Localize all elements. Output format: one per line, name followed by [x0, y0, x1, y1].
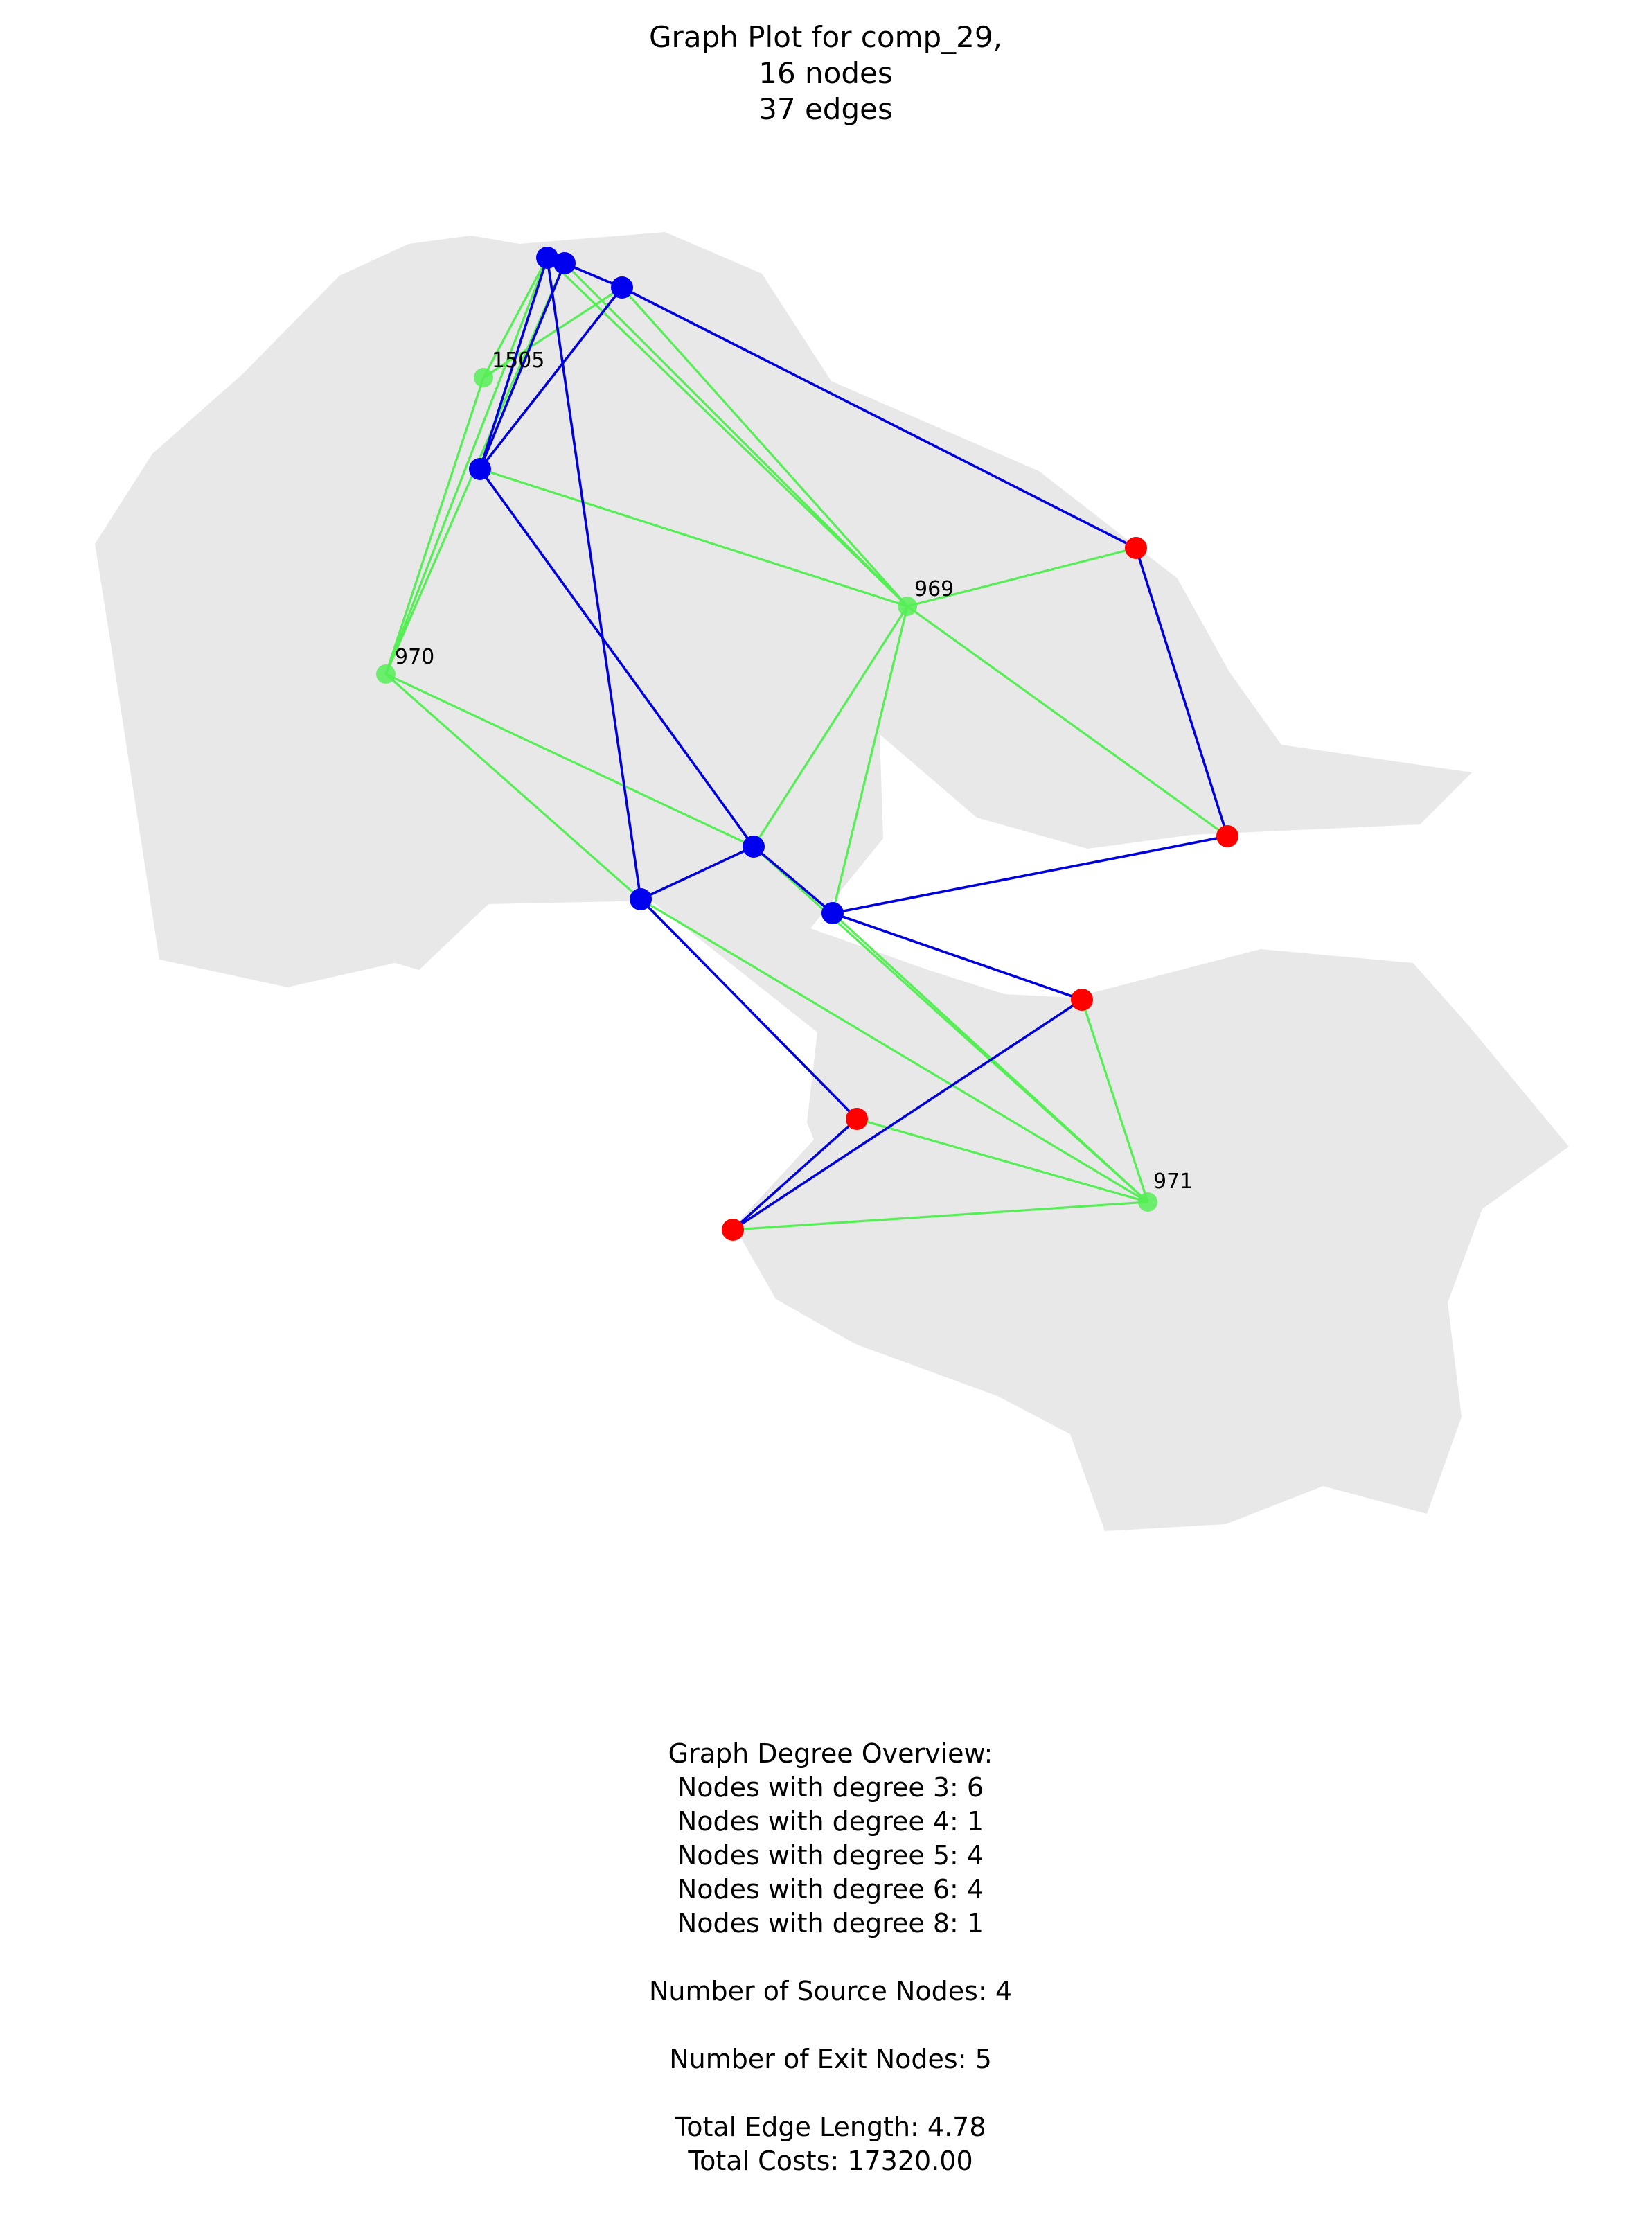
exit-edge-b3-g1505 — [483, 286, 623, 379]
exit-edge-b1-g970 — [384, 257, 549, 675]
exit-edge-r5-g971 — [732, 1201, 1148, 1231]
exit-edge-g969-b7 — [831, 606, 909, 914]
intermediate-node-971 — [1138, 1192, 1157, 1212]
source-node-b7 — [821, 902, 844, 924]
source-edge-b6-b7 — [752, 845, 834, 915]
node-label-971: 971 — [1153, 1169, 1193, 1194]
exit-edge-b3-g969 — [621, 286, 909, 608]
exit-edge-g970-b6 — [385, 673, 754, 848]
exit-node-r3 — [1071, 989, 1093, 1011]
source-edge-r4-r5 — [731, 1118, 858, 1231]
exit-edge-b1-g969 — [546, 256, 909, 608]
exit-edge-b7-g971 — [831, 912, 1149, 1203]
exit-node-r5 — [722, 1219, 744, 1241]
source-edge-b4-b6 — [479, 468, 755, 848]
summary-degree-5: Nodes with degree 5: 4 — [677, 1840, 984, 1871]
exit-node-r4 — [846, 1108, 868, 1130]
exit-edge-r4-g971 — [856, 1118, 1148, 1203]
degree-summary: Graph Degree Overview: Nodes with degree… — [649, 1738, 1012, 2176]
node-labels: 1505 969 970 971 — [395, 348, 1193, 1194]
source-edges — [479, 256, 1229, 1231]
source-edge-r3-r5 — [732, 998, 1083, 1231]
intermediate-node-1505 — [474, 368, 493, 387]
summary-degree-4: Nodes with degree 4: 1 — [677, 1806, 984, 1837]
graph-nodes — [376, 247, 1238, 1241]
source-node-b4 — [469, 458, 491, 480]
node-label-969: 969 — [914, 577, 954, 601]
source-edge-b5-r4 — [639, 898, 858, 1120]
source-node-b3 — [611, 276, 633, 299]
exit-edge-b5-g971 — [640, 898, 1148, 1203]
summary-total-costs: Total Costs: 17320.00 — [687, 2146, 972, 2176]
source-edge-r1-r2 — [1135, 547, 1229, 837]
exit-edge-g969-b6 — [752, 606, 909, 847]
source-edge-b7-r2 — [832, 835, 1228, 915]
source-node-b1 — [536, 247, 558, 269]
exit-edge-g970-b5 — [384, 673, 642, 901]
exit-edge-b4-g969 — [479, 468, 908, 608]
exit-edges — [384, 256, 1228, 1231]
exit-node-r1 — [1125, 537, 1147, 559]
source-node-b2 — [553, 252, 576, 274]
summary-degree-6: Nodes with degree 6: 4 — [677, 1874, 984, 1905]
summary-degree-3: Nodes with degree 3: 6 — [677, 1772, 984, 1803]
exit-edge-b1-g1505 — [482, 257, 549, 378]
exit-node-r2 — [1216, 825, 1238, 847]
summary-source-nodes: Number of Source Nodes: 4 — [649, 1976, 1012, 2006]
intermediate-node-970 — [376, 664, 396, 684]
exit-edge-r3-g971 — [1081, 999, 1149, 1203]
source-edge-b3-b4 — [479, 286, 623, 470]
source-edge-b1-b4 — [479, 257, 549, 470]
summary-total-edge-length: Total Edge Length: 4.78 — [674, 2112, 986, 2142]
node-label-1505: 1505 — [492, 348, 544, 373]
source-edge-b2-b4 — [479, 263, 566, 470]
intermediate-node-969 — [898, 597, 917, 616]
exit-edge-g1505-g970 — [384, 377, 485, 675]
summary-exit-nodes: Number of Exit Nodes: 5 — [669, 2044, 992, 2074]
source-edge-b7-r3 — [832, 912, 1083, 1001]
plot-title-line-3: 37 edges — [758, 92, 893, 126]
plot-title-line-2: 16 nodes — [758, 56, 893, 90]
node-label-970: 970 — [395, 645, 434, 669]
source-edge-b3-r1 — [621, 286, 1137, 549]
exit-edge-g969-r1 — [907, 547, 1137, 608]
summary-heading: Graph Degree Overview: — [668, 1738, 993, 1769]
exit-edge-g969-r2 — [907, 605, 1228, 838]
background-region — [95, 232, 1569, 1531]
summary-degree-8: Nodes with degree 8: 1 — [677, 1908, 984, 1938]
source-node-b5 — [630, 888, 652, 910]
source-node-b6 — [743, 836, 765, 858]
source-edge-b5-b6 — [640, 845, 754, 901]
exit-edge-b2-g969 — [563, 262, 909, 608]
plot-title-line-1: Graph Plot for comp_29, — [649, 20, 1002, 54]
